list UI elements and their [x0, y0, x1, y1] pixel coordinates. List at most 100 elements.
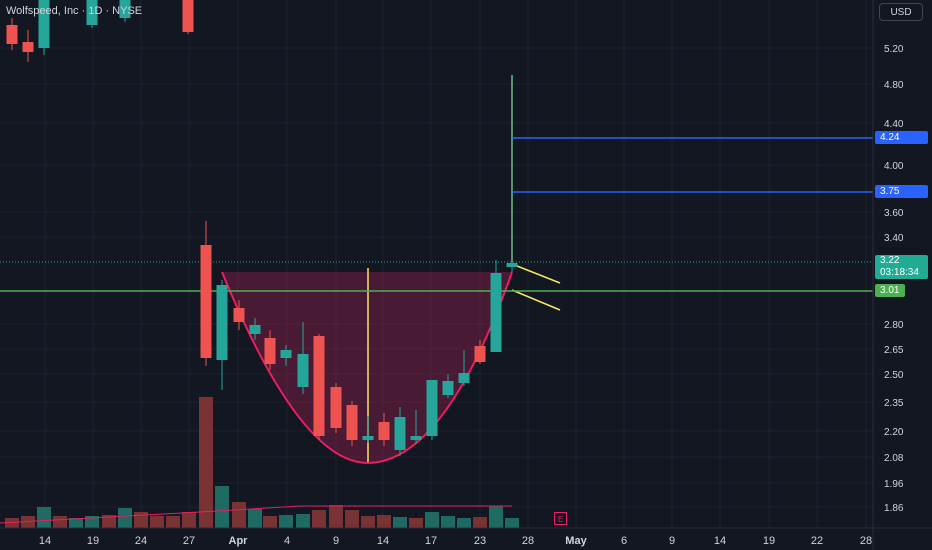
volume-bar: [425, 512, 439, 528]
volume-bar: [329, 505, 343, 528]
date-axis-label: Apr: [229, 535, 249, 547]
price-axis-label: 2.50: [884, 370, 904, 381]
price-axis-label: 2.08: [884, 453, 904, 464]
price-axis-label: 4.40: [884, 119, 904, 130]
price-axis-label: 4.00: [884, 161, 904, 172]
volume-bar: [182, 512, 196, 528]
date-axis-label: 14: [377, 535, 389, 547]
date-axis-label: 9: [669, 535, 675, 547]
bar-countdown: 03:18:34: [880, 267, 919, 278]
volume-bar: [215, 486, 229, 528]
candle-body: [216, 285, 228, 360]
price-axis-label: 2.80: [884, 320, 904, 331]
price-axis-label: 2.20: [884, 427, 904, 438]
cup-pattern-fill: [222, 272, 512, 463]
cup-pattern-curve: [221, 271, 513, 465]
candle-body: [22, 42, 34, 52]
candle-body: [264, 338, 276, 364]
date-axis-label: 4: [284, 535, 290, 547]
date-axis-label: 24: [135, 535, 147, 547]
volume-bars: [0, 397, 519, 528]
target-low-price-badge: 3.75: [875, 185, 928, 198]
breakout-arrow-line: [511, 289, 561, 311]
volume-bar: [69, 518, 83, 528]
candle-body: [426, 380, 438, 436]
candle-body: [378, 422, 390, 440]
volume-bar: [232, 502, 246, 528]
volume-bar: [489, 506, 503, 528]
volume-average-line: [0, 505, 512, 524]
candle-body: [490, 273, 502, 352]
date-axis-label: 14: [39, 535, 51, 547]
volume-bar: [21, 516, 35, 528]
price-axis-label: 1.86: [884, 503, 904, 514]
date-axis-label: 28: [522, 535, 534, 547]
candle-body: [346, 405, 358, 440]
volume-bar: [199, 397, 213, 528]
candlesticks: [6, 0, 518, 456]
candle-body: [458, 373, 470, 383]
volume-bar: [377, 515, 391, 528]
price-axis-label: 2.65: [884, 345, 904, 356]
volume-bar: [248, 509, 262, 528]
volume-bar: [102, 515, 116, 528]
chart-grid: [0, 0, 873, 528]
date-axis-label: 22: [811, 535, 823, 547]
date-axis-label: 23: [474, 535, 486, 547]
candle-body: [297, 354, 309, 387]
breakout-arrow-line: [511, 263, 561, 284]
volume-bar: [166, 516, 180, 528]
price-axis-label: 3.60: [884, 208, 904, 219]
date-axis-label: 17: [425, 535, 437, 547]
volume-bar: [5, 518, 19, 528]
candle-body: [119, 0, 131, 18]
volume-bar: [296, 514, 310, 528]
date-axis-label: 19: [763, 535, 775, 547]
price-axis-label: 4.80: [884, 80, 904, 91]
candle-body: [280, 350, 292, 358]
candle-body: [313, 336, 325, 436]
volume-bar: [53, 516, 67, 528]
volume-bar: [312, 510, 326, 528]
date-axis-label: 9: [333, 535, 339, 547]
volume-bar: [457, 518, 471, 528]
earnings-marker-icon[interactable]: E: [554, 512, 567, 525]
symbol-title[interactable]: Wolfspeed, Inc · 1D · NYSE: [6, 5, 143, 17]
target-high-price-badge: 4.24: [875, 131, 928, 144]
last-price-badge: 3.22 03:18:34: [875, 255, 928, 279]
date-axis-label: 28: [860, 535, 872, 547]
candle-body: [442, 381, 454, 395]
volume-bar: [441, 516, 455, 528]
date-axis-label: 19: [87, 535, 99, 547]
volume-bar: [409, 518, 423, 528]
date-axis-label: 14: [714, 535, 726, 547]
price-axis-label: 2.35: [884, 398, 904, 409]
volume-bar: [361, 516, 375, 528]
volume-bar: [473, 517, 487, 528]
candle-body: [6, 25, 18, 44]
candle-body: [86, 0, 98, 25]
last-price-value: 3.22: [880, 255, 900, 266]
price-axis-label: 3.40: [884, 233, 904, 244]
volume-bar: [505, 518, 519, 528]
candle-body: [330, 387, 342, 428]
volume-bar: [150, 516, 164, 528]
volume-bar: [279, 515, 293, 528]
chart-drawings[interactable]: [0, 75, 873, 465]
currency-selector[interactable]: USD: [879, 3, 923, 21]
volume-bar: [263, 516, 277, 528]
candle-body: [394, 417, 406, 450]
candle-body: [38, 0, 50, 48]
price-axis-label: 5.20: [884, 44, 904, 55]
volume-bar: [118, 508, 132, 528]
candle-body: [249, 325, 261, 334]
volume-bar: [134, 512, 148, 528]
volume-bar: [85, 516, 99, 528]
candle-body: [233, 308, 245, 322]
volume-bar: [37, 507, 51, 528]
date-axis-label: May: [565, 535, 587, 547]
date-axis-label: 27: [183, 535, 195, 547]
volume-bar: [345, 510, 359, 528]
